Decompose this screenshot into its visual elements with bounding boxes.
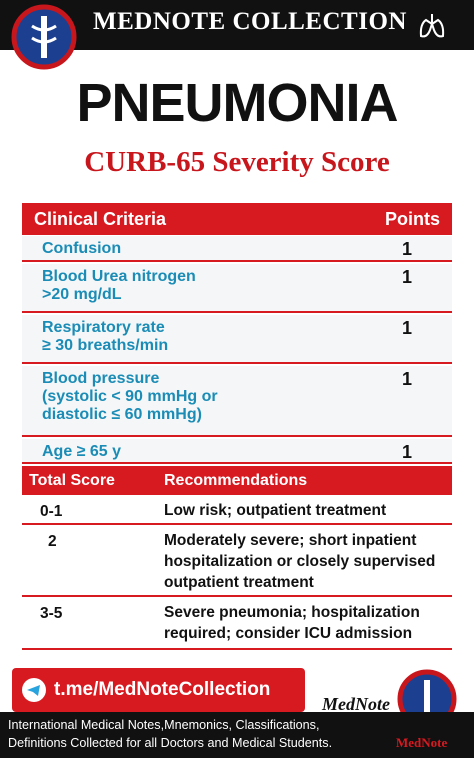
criteria-row: Blood pressure (systolic < 90 mmHg or di… <box>22 366 452 437</box>
criteria-points: 1 <box>401 239 412 259</box>
telegram-icon <box>22 678 46 702</box>
criteria-row: Age ≥ 65 y 1 <box>22 439 452 464</box>
recommendation-row: 0-1 Low risk; outpatient treatment <box>22 497 452 525</box>
criteria-text: Blood pressure (systolic < 90 mmHg or di… <box>42 370 218 423</box>
recommendations-header: Total Score Recommendations <box>22 466 452 495</box>
recommendations-header-cell: Total Score <box>29 472 115 489</box>
criteria-points: 1 <box>401 369 412 389</box>
recommendation-row: 3-5 Severe pneumonia; hospitalization req… <box>22 599 452 650</box>
score-range: 2 <box>48 533 57 550</box>
recommendation-row: 2 Moderately severe; short inpatient hosp… <box>22 527 452 597</box>
criteria-text: Blood Urea nitrogen >20 mg/dL <box>42 268 196 303</box>
lungs-icon <box>419 14 445 38</box>
brand: MedNote <box>322 694 390 714</box>
subtitle: CURB-65 Severity Score <box>84 146 390 178</box>
telegram-button[interactable]: t.me/MedNoteCollection <box>12 668 305 712</box>
header-title: MEDNOTE COLLECTION <box>93 8 407 35</box>
header-bar <box>0 0 474 50</box>
criteria-points: 1 <box>401 318 412 338</box>
criteria-points: 1 <box>401 442 412 462</box>
recommendation-text: Low risk; outpatient treatment <box>164 502 387 519</box>
footer-text: International Medical Notes,Mnemonics, C… <box>8 718 333 750</box>
criteria-row: Blood Urea nitrogen >20 mg/dL 1 <box>22 264 452 313</box>
logo-text: MedNote <box>396 735 448 750</box>
title: PNEUMONIA <box>76 73 398 133</box>
recommendation-text: Severe pneumonia; hospitalization requir… <box>164 604 420 642</box>
recommendation-text: Moderately severe; short inpatient hospi… <box>164 532 436 591</box>
criteria-text: Confusion <box>42 240 122 257</box>
criteria-row: Confusion 1 <box>22 236 452 262</box>
criteria-text: Respiratory rate ≥ 30 breaths/min <box>42 319 169 354</box>
criteria-header-cell: Clinical Criteria <box>34 209 167 229</box>
criteria-points: 1 <box>401 267 412 287</box>
criteria-header-cell: Points <box>384 209 440 229</box>
footer-bar <box>0 712 474 758</box>
score-range: 3-5 <box>40 605 63 622</box>
criteria-text: Age ≥ 65 y <box>42 443 122 460</box>
telegram-link[interactable]: t.me/MedNoteCollection <box>54 679 271 700</box>
logo <box>11 4 77 70</box>
criteria-header: Clinical Criteria Points <box>22 203 452 235</box>
criteria-row: Respiratory rate ≥ 30 breaths/min 1 <box>22 315 452 364</box>
recommendations-header-cell: Recommendations <box>164 472 308 489</box>
score-range: 0-1 <box>40 503 63 520</box>
